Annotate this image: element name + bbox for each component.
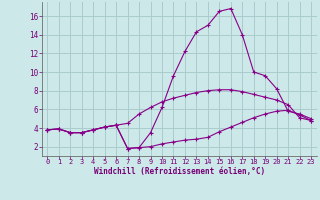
X-axis label: Windchill (Refroidissement éolien,°C): Windchill (Refroidissement éolien,°C) [94, 167, 265, 176]
